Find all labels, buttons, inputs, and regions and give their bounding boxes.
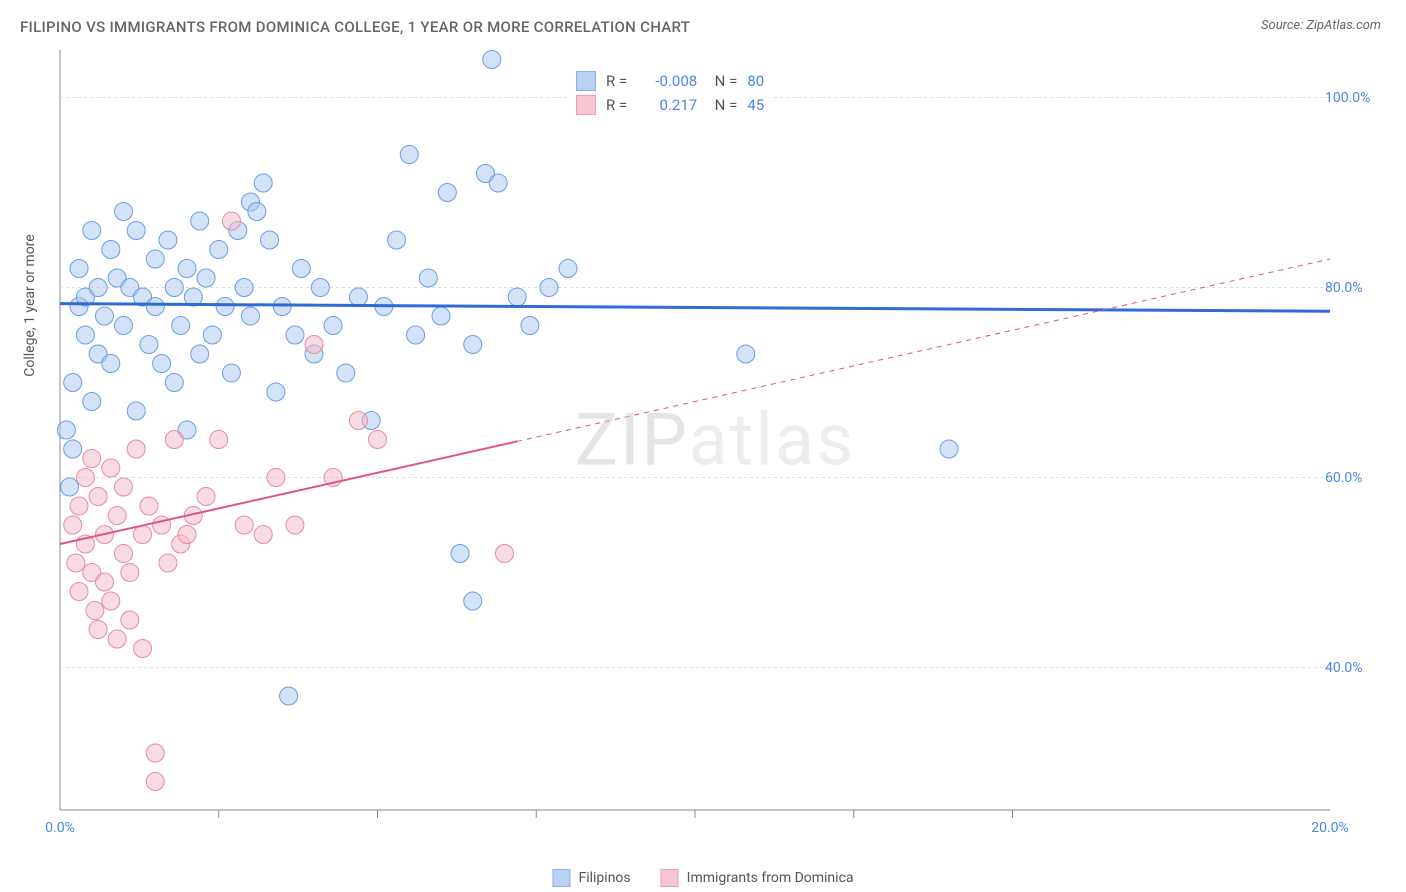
stats-swatch [576, 95, 596, 115]
stats-r-label: R = [606, 72, 627, 90]
legend-swatch [661, 869, 679, 887]
chart-source: Source: ZipAtlas.com [1261, 18, 1381, 33]
chart-container: College, 1 year or more 40.0%60.0%80.0%1… [50, 50, 1380, 830]
y-axis-label: College, 1 year or more [22, 234, 38, 376]
y-tick: 60.0% [1325, 470, 1363, 486]
legend-swatch [552, 869, 570, 887]
bottom-legend: Filipinos Immigrants from Dominica [552, 869, 853, 887]
y-tick: 40.0% [1325, 660, 1363, 676]
y-tick: 80.0% [1325, 280, 1363, 296]
stats-swatch [576, 71, 596, 91]
x-tick: 0.0% [45, 820, 75, 835]
stats-n-label: N = [707, 72, 737, 90]
stats-n-label: N = [707, 96, 737, 114]
stats-legend: R = -0.008 N = 80 R = 0.217 N = 45 [568, 65, 772, 121]
legend-item-dominica: Immigrants from Dominica [661, 869, 854, 887]
y-tick: 100.0% [1325, 90, 1370, 106]
stats-r-value: -0.008 [637, 72, 697, 90]
stats-n-value: 80 [747, 72, 764, 90]
chart-title: FILIPINO VS IMMIGRANTS FROM DOMINICA COL… [20, 18, 690, 36]
legend-label: Filipinos [578, 870, 630, 886]
legend-item-filipinos: Filipinos [552, 869, 630, 887]
legend-label: Immigrants from Dominica [687, 870, 854, 886]
stats-n-value: 45 [747, 96, 764, 114]
stats-row: R = 0.217 N = 45 [576, 93, 764, 117]
stats-row: R = -0.008 N = 80 [576, 69, 764, 93]
scatter-chart [50, 50, 1380, 830]
stats-r-value: 0.217 [637, 96, 697, 114]
stats-r-label: R = [606, 96, 627, 114]
x-tick: 20.0% [1311, 820, 1349, 835]
